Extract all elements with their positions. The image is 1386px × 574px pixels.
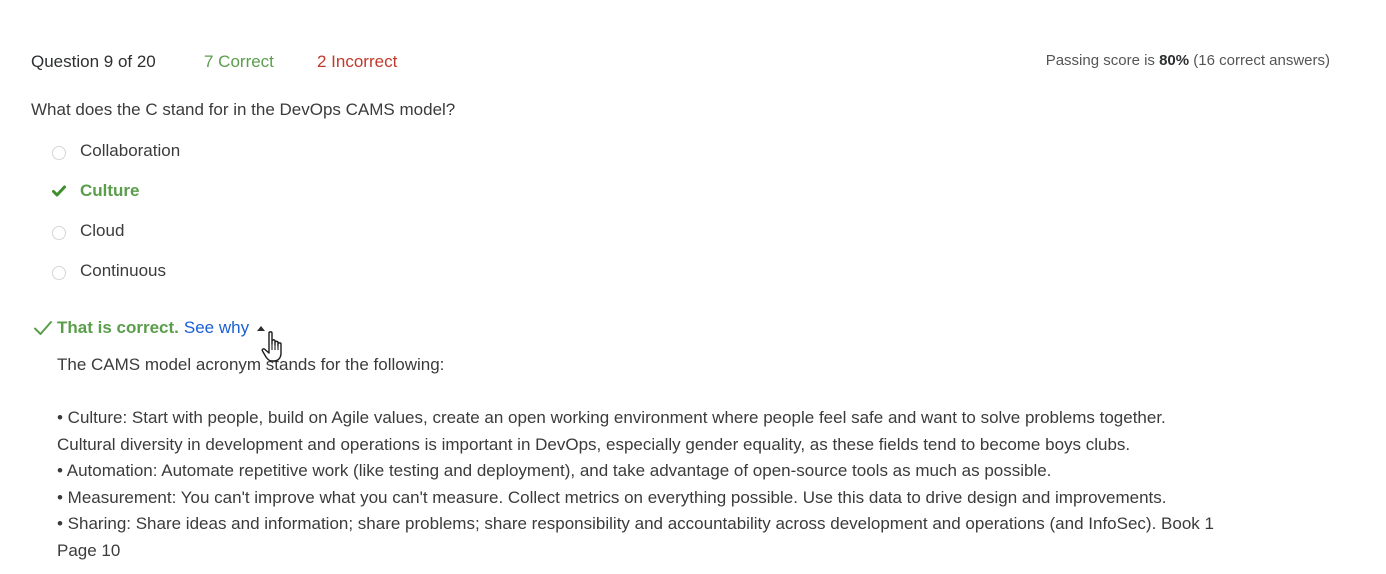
quiz-header: Question 9 of 20 7 Correct 2 Incorrect P… bbox=[31, 52, 1331, 74]
option-label: Continuous bbox=[80, 261, 167, 280]
feedback-title: That is correct. bbox=[57, 318, 179, 337]
caret-up-icon[interactable] bbox=[256, 323, 266, 333]
answer-options: Collaboration Culture Cloud Continuous bbox=[52, 140, 180, 300]
radio-icon[interactable] bbox=[52, 146, 66, 160]
radio-icon[interactable] bbox=[52, 226, 66, 240]
option-label: Culture bbox=[80, 181, 140, 200]
option-culture[interactable]: Culture bbox=[52, 180, 180, 220]
question-counter: Question 9 of 20 bbox=[31, 52, 156, 71]
explanation: The CAMS model acronym stands for the fo… bbox=[57, 352, 1317, 564]
feedback-row: That is correct. See why bbox=[33, 318, 266, 338]
correct-count: 7 Correct bbox=[204, 52, 274, 71]
question-text: What does the C stand for in the DevOps … bbox=[31, 100, 456, 119]
see-why-link[interactable]: See why bbox=[183, 318, 250, 337]
option-cloud[interactable]: Cloud bbox=[52, 220, 180, 260]
option-continuous[interactable]: Continuous bbox=[52, 260, 180, 300]
explanation-intro: The CAMS model acronym stands for the fo… bbox=[57, 355, 445, 374]
checkmark-icon bbox=[34, 321, 52, 335]
checkmark-icon bbox=[52, 182, 68, 204]
explanation-line: • Sharing: Share ideas and information; … bbox=[57, 514, 1214, 533]
hand-pointer-icon bbox=[261, 331, 282, 362]
option-label: Cloud bbox=[80, 221, 125, 240]
explanation-line: Page 10 bbox=[57, 540, 121, 560]
explanation-line: • Automation: Automate repetitive work (… bbox=[57, 461, 1052, 480]
radio-icon[interactable] bbox=[52, 266, 66, 280]
passing-score-suffix: (16 correct answers) bbox=[1189, 52, 1330, 69]
option-collaboration[interactable]: Collaboration bbox=[52, 140, 180, 180]
explanation-spacer bbox=[57, 379, 1317, 406]
explanation-line: • Culture: Start with people, build on A… bbox=[57, 408, 1166, 427]
passing-score-prefix: Passing score is bbox=[1045, 52, 1160, 69]
passing-score-percent: 80% bbox=[1159, 52, 1190, 69]
explanation-line: • Measurement: You can't improve what yo… bbox=[57, 487, 1167, 507]
option-label: Collaboration bbox=[80, 141, 181, 160]
passing-score: Passing score is 80% (16 correct answers… bbox=[1046, 52, 1330, 69]
explanation-line: Cultural diversity in development and op… bbox=[57, 434, 1131, 454]
incorrect-count: 2 Incorrect bbox=[317, 52, 398, 71]
